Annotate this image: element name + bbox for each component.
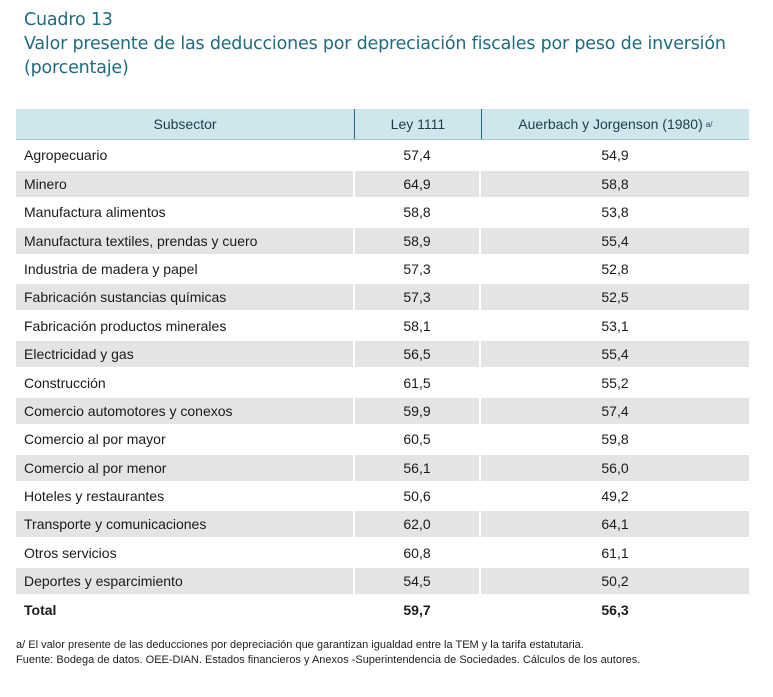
table-row: Fabricación productos minerales 58,1 53,1 xyxy=(16,312,749,339)
subsector-cell: Transporte y comunicaciones xyxy=(16,511,355,538)
total-label: Total xyxy=(16,596,355,623)
ley-1111-cell: 57,3 xyxy=(355,284,481,311)
subsector-cell: Construcción xyxy=(16,369,355,396)
auerbach-cell: 64,1 xyxy=(481,511,749,538)
table-row: Otros servicios 60,8 61,1 xyxy=(16,539,749,566)
table-row: Transporte y comunicaciones 62,0 64,1 xyxy=(16,511,749,538)
header-auerbach: Auerbach y Jorgenson (1980) a/ xyxy=(482,109,749,139)
subsector-cell: Electricidad y gas xyxy=(16,341,355,368)
auerbach-cell: 58,8 xyxy=(481,170,749,197)
auerbach-cell: 53,8 xyxy=(601,204,629,221)
ley-1111-cell: 60,8 xyxy=(355,539,481,566)
ley-1111-cell: 58,1 xyxy=(355,312,481,339)
auerbach-cell: 55,2 xyxy=(601,374,629,391)
auerbach-cell: 55,4 xyxy=(481,227,749,254)
table-notes: a/ El valor presente de las deducciones … xyxy=(16,638,640,668)
auerbach-cell: 50,2 xyxy=(481,568,749,595)
ley-1111-cell: 58,9 xyxy=(355,227,481,254)
auerbach-cell: 57,4 xyxy=(481,397,749,424)
table-heading: Cuadro 13 Valor presente de las deduccio… xyxy=(24,8,726,80)
total-auerbach-value: 56,3 xyxy=(601,601,629,618)
ley-1111-cell: 54,5 xyxy=(355,568,481,595)
table-header-row: Subsector Ley 1111 Auerbach y Jorgenson … xyxy=(16,109,749,140)
ley-1111-cell: 56,1 xyxy=(355,454,481,481)
header-auerbach-label: Auerbach y Jorgenson (1980) xyxy=(518,116,703,132)
auerbach-cell: 52,5 xyxy=(481,284,749,311)
depreciation-table: Subsector Ley 1111 Auerbach y Jorgenson … xyxy=(16,109,749,623)
ley-1111-cell: 59,9 xyxy=(355,397,481,424)
table-title: Valor presente de las deducciones por de… xyxy=(24,34,726,54)
subsector-cell: Fabricación sustancias químicas xyxy=(16,284,355,311)
table-total-row: Total 59,7 56,3 xyxy=(16,596,749,623)
ley-1111-cell: 57,3 xyxy=(355,255,481,282)
subsector-cell: Agropecuario xyxy=(16,142,355,169)
table-body: Agropecuario 57,4 54,9 Minero 64,9 58,8 Manufa… xyxy=(16,142,749,595)
subsector-cell: Otros servicios xyxy=(16,539,355,566)
subsector-cell: Industria de madera y papel xyxy=(16,255,355,282)
table-row: Comercio al por mayor 60,5 59,8 xyxy=(16,426,749,453)
table-row: Construcción 61,5 55,2 xyxy=(16,369,749,396)
table-row: Deportes y esparcimiento 54,5 50,2 xyxy=(16,568,749,595)
subsector-cell: Comercio al por menor xyxy=(16,454,355,481)
subsector-cell: Manufactura textiles, prendas y cuero xyxy=(16,227,355,254)
table-row: Comercio automotores y conexos 59,9 57,4 xyxy=(16,397,749,424)
table-unit: (porcentaje) xyxy=(24,58,129,78)
auerbach-cell: 49,2 xyxy=(601,488,629,505)
ley-1111-cell: 62,0 xyxy=(355,511,481,538)
source-note: Fuente: Bodega de datos. OEE-DIAN. Estad… xyxy=(16,654,641,666)
ley-1111-cell: 64,9 xyxy=(355,170,481,197)
table-row: Agropecuario 57,4 54,9 xyxy=(16,142,749,169)
subsector-cell: Hoteles y restaurantes xyxy=(16,483,355,510)
auerbach-cell: 53,1 xyxy=(601,317,629,334)
ley-1111-cell: 56,5 xyxy=(355,341,481,368)
table-row: Hoteles y restaurantes 50,6 49,2 xyxy=(16,483,749,510)
auerbach-cell: 55,4 xyxy=(481,341,749,368)
table-row: Industria de madera y papel 57,3 52,8 xyxy=(16,255,749,282)
auerbach-cell: 56,0 xyxy=(481,454,749,481)
header-ley-1111: Ley 1111 xyxy=(355,109,482,139)
subsector-cell: Manufactura alimentos xyxy=(16,199,355,226)
table-row: Electricidad y gas 56,5 55,4 xyxy=(16,341,749,368)
ley-1111-cell: 60,5 xyxy=(355,426,481,453)
table-number: Cuadro 13 xyxy=(24,10,113,30)
ley-1111-cell: 57,4 xyxy=(355,142,481,169)
ley-1111-cell: 50,6 xyxy=(355,483,481,510)
auerbach-cell: 59,8 xyxy=(601,431,629,448)
table-row: Minero 64,9 58,8 xyxy=(16,170,749,197)
header-subsector: Subsector xyxy=(16,109,356,139)
subsector-cell: Comercio automotores y conexos xyxy=(16,397,355,424)
ley-1111-cell: 58,8 xyxy=(355,199,481,226)
ley-1111-cell: 61,5 xyxy=(355,369,481,396)
table-row: Manufactura alimentos 58,8 53,8 xyxy=(16,199,749,226)
total-ley-value: 59,7 xyxy=(355,596,481,623)
table-row: Manufactura textiles, prendas y cuero 58,… xyxy=(16,227,749,254)
auerbach-cell: 61,1 xyxy=(601,544,629,561)
subsector-cell: Deportes y esparcimiento xyxy=(16,568,355,595)
auerbach-cell: 52,8 xyxy=(601,260,629,277)
subsector-cell: Comercio al por mayor xyxy=(16,426,355,453)
table-row: Comercio al por menor 56,1 56,0 xyxy=(16,454,749,481)
subsector-cell: Fabricación productos minerales xyxy=(16,312,355,339)
subsector-cell: Minero xyxy=(16,170,355,197)
auerbach-cell: 54,9 xyxy=(601,147,629,164)
header-footnote-mark: a/ xyxy=(705,119,713,129)
footnote: a/ El valor presente de las deducciones … xyxy=(16,639,584,651)
table-row: Fabricación sustancias químicas 57,3 52,5 xyxy=(16,284,749,311)
